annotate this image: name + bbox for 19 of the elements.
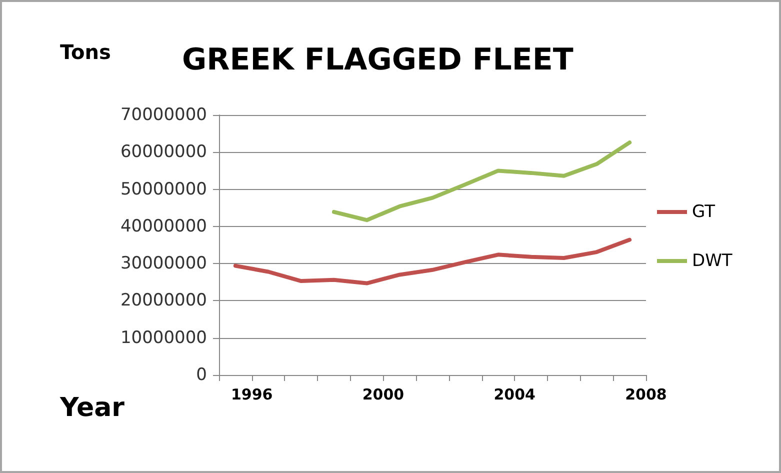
y-tick-label: 60000000	[120, 142, 207, 162]
y-tick-label: 20000000	[120, 290, 207, 311]
line-series	[233, 238, 632, 286]
legend-label: GT	[692, 202, 716, 222]
legend-label: DWT	[692, 251, 733, 271]
x-tick-label: 2008	[625, 386, 667, 404]
chart-title: GREEK FLAGGED FLEET	[182, 42, 574, 78]
y-tick-label: 30000000	[120, 254, 207, 274]
x-axis-title: Year	[59, 393, 125, 423]
y-tick-label: 10000000	[120, 328, 207, 348]
x-tick-label: 1996	[230, 386, 273, 404]
x-tick-label: 2000	[362, 386, 404, 404]
y-tick-label: 0	[196, 365, 207, 385]
line-series	[332, 140, 632, 222]
y-axis-title: Tons	[60, 40, 111, 64]
y-tick-label: 50000000	[120, 179, 207, 200]
y-tick-label: 70000000	[120, 105, 207, 125]
y-tick-label: 40000000	[120, 216, 207, 236]
x-tick-label: 2004	[494, 386, 536, 404]
